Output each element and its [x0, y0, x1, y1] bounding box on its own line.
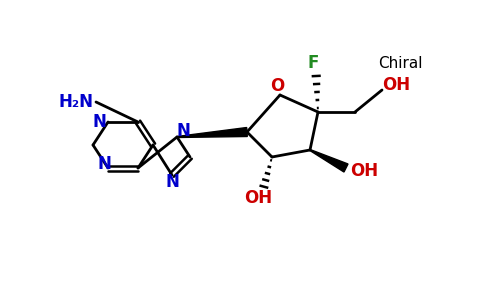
Text: F: F [307, 54, 318, 72]
Text: OH: OH [350, 162, 378, 180]
Text: H₂N: H₂N [59, 93, 93, 111]
Polygon shape [177, 128, 247, 137]
Text: N: N [165, 173, 179, 191]
Text: N: N [176, 122, 190, 140]
Text: N: N [97, 155, 111, 173]
Text: N: N [92, 113, 106, 131]
Text: Chiral: Chiral [378, 56, 422, 70]
Text: OH: OH [382, 76, 410, 94]
Polygon shape [310, 150, 348, 172]
Text: OH: OH [244, 189, 272, 207]
Text: O: O [270, 77, 284, 95]
